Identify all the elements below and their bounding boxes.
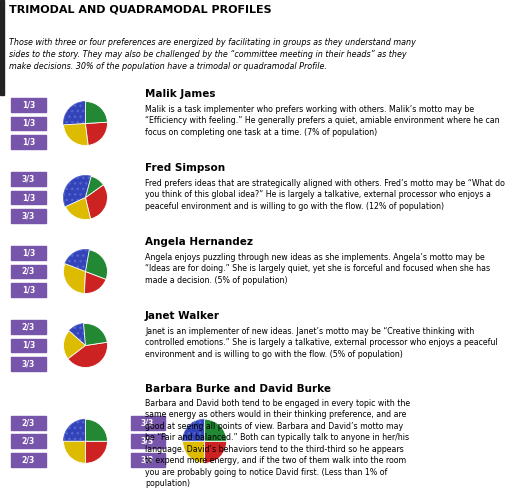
Wedge shape xyxy=(205,441,226,463)
Text: 3/3: 3/3 xyxy=(22,212,35,220)
Wedge shape xyxy=(65,198,91,220)
Wedge shape xyxy=(65,250,89,272)
Text: 2/3: 2/3 xyxy=(22,267,35,276)
Wedge shape xyxy=(68,342,107,367)
Text: TRIMODAL AND QUADRAMODAL PROFILES: TRIMODAL AND QUADRAMODAL PROFILES xyxy=(9,4,272,15)
Wedge shape xyxy=(85,250,107,280)
Wedge shape xyxy=(85,419,107,441)
Text: 3/3: 3/3 xyxy=(22,360,35,368)
Text: 1/3: 1/3 xyxy=(22,193,35,202)
Bar xyxy=(11,116,46,130)
Text: Malik James: Malik James xyxy=(145,88,215,99)
Text: 1/3: 1/3 xyxy=(22,119,35,128)
Bar xyxy=(131,416,165,430)
Wedge shape xyxy=(205,419,226,441)
Text: 2/3: 2/3 xyxy=(22,418,35,428)
Wedge shape xyxy=(64,419,85,441)
Wedge shape xyxy=(183,441,205,463)
Bar xyxy=(11,416,46,430)
Wedge shape xyxy=(183,419,205,441)
Text: 3/3: 3/3 xyxy=(141,437,154,446)
Text: Barbara Burke and David Burke: Barbara Burke and David Burke xyxy=(145,384,331,394)
Text: Janet Walker: Janet Walker xyxy=(145,310,220,320)
Bar xyxy=(11,283,46,297)
Wedge shape xyxy=(85,102,107,124)
Text: 2/3: 2/3 xyxy=(22,437,35,446)
Text: Fred Simpson: Fred Simpson xyxy=(145,162,225,172)
Text: 2/3: 2/3 xyxy=(22,322,35,332)
Bar xyxy=(11,246,46,260)
Bar xyxy=(11,190,46,204)
Wedge shape xyxy=(85,185,107,219)
Text: 1/3: 1/3 xyxy=(22,138,35,146)
Bar xyxy=(11,209,46,223)
Bar xyxy=(131,434,165,448)
Text: 2/3: 2/3 xyxy=(22,455,35,464)
Bar xyxy=(11,434,46,448)
Wedge shape xyxy=(64,331,85,359)
Bar xyxy=(11,357,46,371)
Text: 1/3: 1/3 xyxy=(22,248,35,258)
Bar xyxy=(11,98,46,112)
Wedge shape xyxy=(64,176,91,206)
Text: 1/3: 1/3 xyxy=(22,100,35,110)
Bar xyxy=(131,452,165,466)
Wedge shape xyxy=(84,272,106,293)
Wedge shape xyxy=(64,264,85,294)
Text: 3/3: 3/3 xyxy=(22,174,35,184)
Wedge shape xyxy=(83,324,107,345)
Bar xyxy=(11,320,46,334)
Bar xyxy=(11,264,46,278)
Wedge shape xyxy=(85,441,107,463)
Text: 1/3: 1/3 xyxy=(22,286,35,294)
Text: Angela enjoys puzzling through new ideas as she implements. Angela’s motto may b: Angela enjoys puzzling through new ideas… xyxy=(145,253,490,285)
Text: Angela Hernandez: Angela Hernandez xyxy=(145,236,253,246)
Text: Barbara and David both tend to be engaged in every topic with the
same energy as: Barbara and David both tend to be engage… xyxy=(145,399,410,488)
Text: 3/3: 3/3 xyxy=(141,455,154,464)
Wedge shape xyxy=(85,122,107,146)
Bar xyxy=(11,172,46,186)
Text: 3/3: 3/3 xyxy=(141,418,154,428)
Bar xyxy=(11,338,46,352)
Text: Malik is a task implementer who prefers working with others. Malik’s motto may b: Malik is a task implementer who prefers … xyxy=(145,105,500,137)
Wedge shape xyxy=(69,324,85,345)
Text: 1/3: 1/3 xyxy=(22,341,35,350)
Bar xyxy=(0,0,4,95)
Bar xyxy=(11,135,46,149)
Wedge shape xyxy=(64,124,88,146)
Wedge shape xyxy=(64,102,85,125)
Text: Those with three or four preferences are energized by facilitating in groups as : Those with three or four preferences are… xyxy=(9,38,416,70)
Wedge shape xyxy=(85,176,104,198)
Text: Janet is an implementer of new ideas. Janet’s motto may be “Creative thinking wi: Janet is an implementer of new ideas. Ja… xyxy=(145,327,498,359)
Bar xyxy=(11,452,46,466)
Text: Fred prefers ideas that are strategically aligned with others. Fred’s motto may : Fred prefers ideas that are strategicall… xyxy=(145,179,505,211)
Wedge shape xyxy=(64,441,85,463)
